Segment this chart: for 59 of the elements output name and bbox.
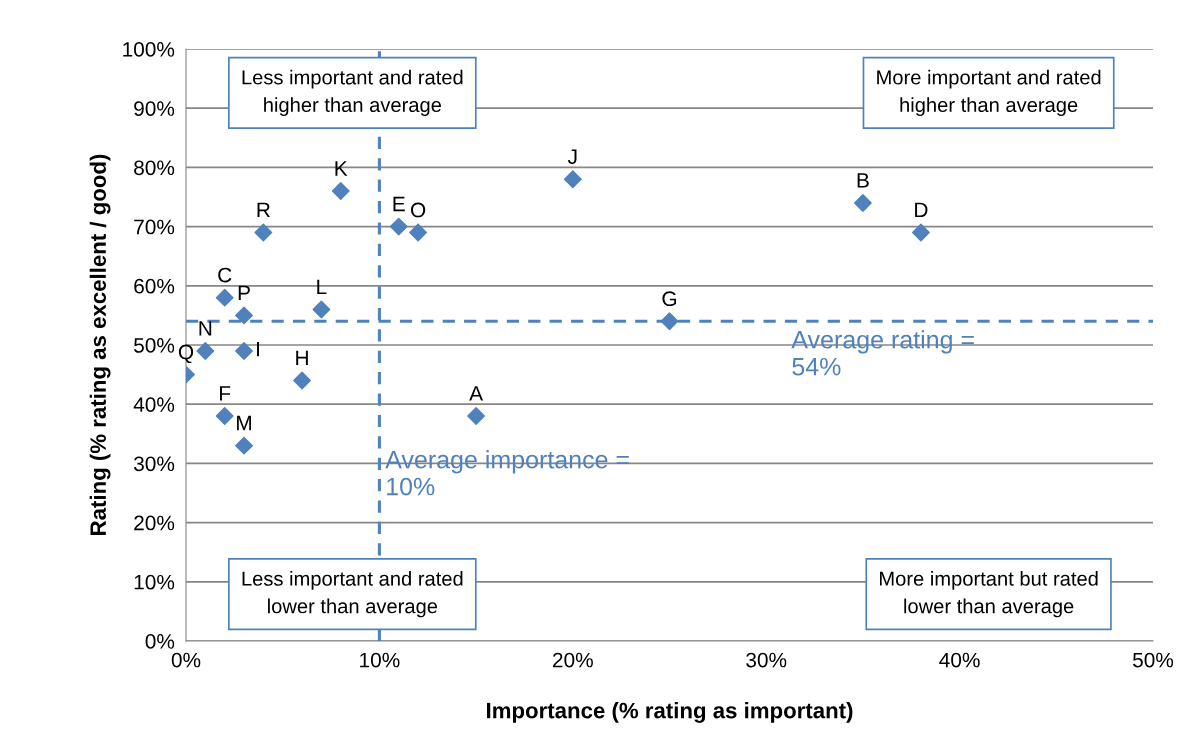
point: [235, 342, 253, 360]
annotation: H: [296, 350, 308, 366]
x-tick-label: 40%: [939, 652, 980, 668]
y-tick-label: 90%: [134, 101, 175, 116]
annotation: Q: [178, 344, 194, 364]
point: [467, 407, 486, 425]
y-tick-label: 40%: [133, 397, 175, 412]
point: [196, 342, 215, 360]
annotation: Less important and rated lower than average: [242, 571, 463, 618]
y-tick-label: 50%: [134, 338, 175, 353]
annotation: I: [257, 341, 259, 357]
annotation: More important and rated higher than average: [877, 69, 1101, 117]
point: [235, 436, 253, 455]
annotation: M: [237, 415, 251, 431]
annotation: C: [218, 267, 232, 283]
point: [293, 371, 311, 390]
annotation: O: [410, 202, 426, 218]
annotation: R: [257, 202, 270, 218]
annotation: B: [857, 173, 869, 188]
y-tick-label: 10%: [134, 574, 175, 590]
y-axis-title: Rating (% rating as excellent / good): [89, 154, 111, 535]
point: [215, 407, 234, 425]
ref-line-label: Average rating = 54%: [791, 330, 974, 376]
point: [853, 194, 872, 212]
point: [331, 182, 350, 200]
point: [409, 223, 427, 242]
y-tick-label: 20%: [134, 515, 175, 531]
point: [389, 217, 408, 236]
annotation: More important but rated lower than average: [880, 571, 1098, 618]
annotation: P: [238, 285, 250, 300]
annotation: A: [469, 386, 484, 401]
x-tick-label: 50%: [1132, 652, 1174, 668]
x-tick-label: 10%: [360, 652, 400, 668]
annotation: L: [317, 279, 327, 295]
x-axis-title: Importance (% rating as important): [487, 702, 853, 723]
x-tick-label: 30%: [746, 652, 787, 668]
annotation: N: [199, 321, 212, 336]
point: [254, 223, 273, 242]
point: [660, 312, 679, 331]
y-tick-label: 80%: [134, 160, 175, 176]
y-tick-label: 30%: [133, 456, 175, 472]
annotation: G: [662, 291, 677, 307]
point: [563, 170, 582, 189]
point: [312, 300, 331, 319]
y-tick-label: 60%: [134, 278, 175, 294]
y-tick-label: 70%: [134, 219, 175, 235]
y-tick-label: 100%: [123, 42, 175, 57]
point: [215, 288, 234, 307]
annotation: D: [915, 202, 928, 218]
x-tick-label: 20%: [553, 652, 593, 668]
annotation: J: [567, 149, 577, 165]
y-tick-label: 0%: [145, 634, 175, 649]
point: [235, 306, 253, 325]
point: [912, 223, 930, 242]
annotation: E: [393, 196, 405, 212]
annotation: Less important and rated higher than average: [242, 69, 463, 117]
annotation: F: [220, 386, 231, 401]
annotation: K: [335, 161, 348, 176]
x-tick-label: 0%: [171, 652, 201, 668]
